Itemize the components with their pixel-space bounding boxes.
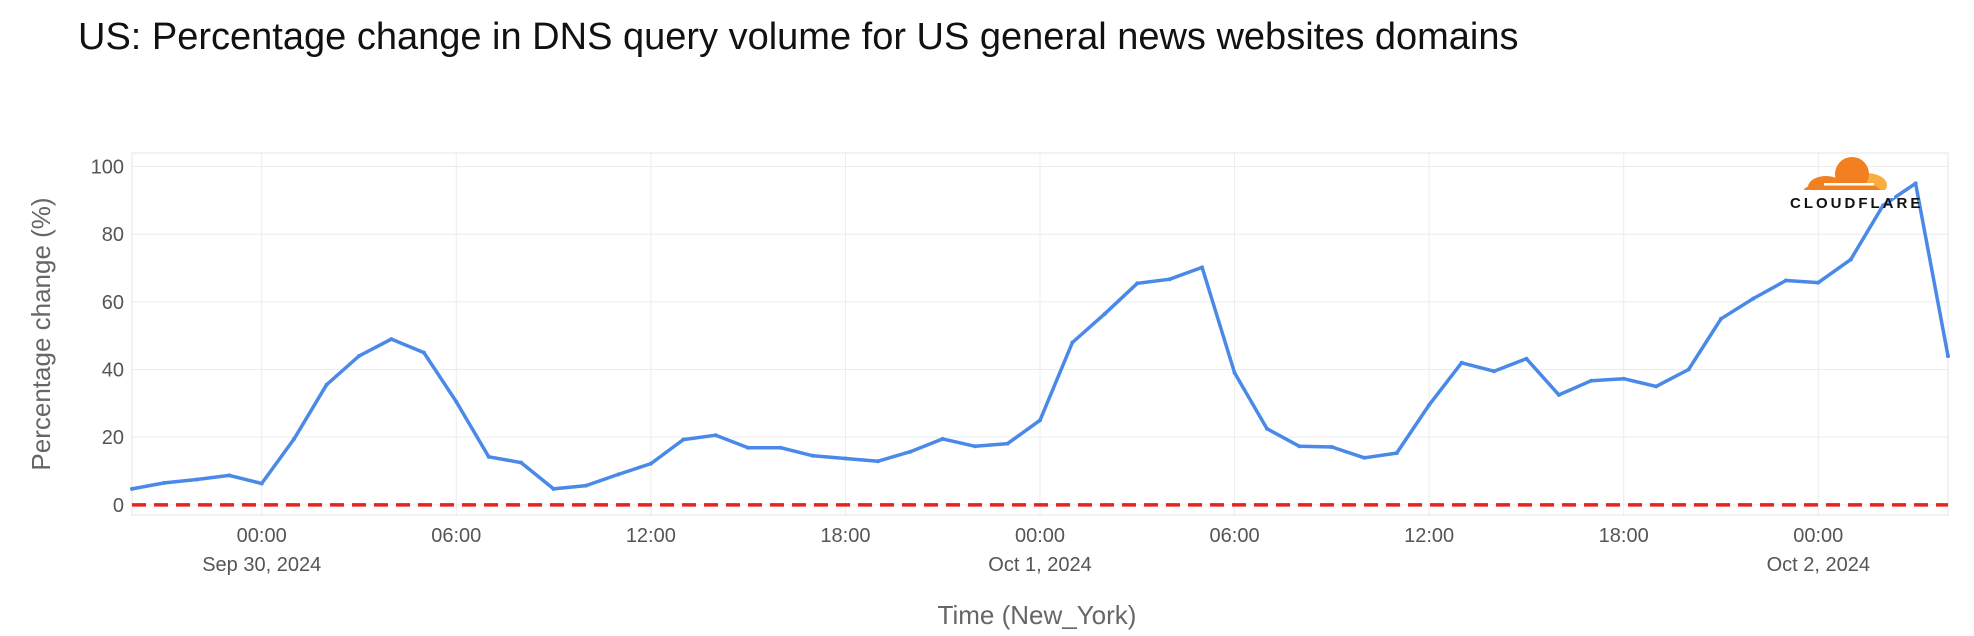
y-axis-title: Percentage change (%) <box>26 197 56 470</box>
data-point <box>1686 367 1691 372</box>
x-tick-label: 12:00 <box>1404 525 1454 547</box>
data-point <box>421 350 426 355</box>
data-point <box>648 461 653 466</box>
x-tick-label: 18:00 <box>1599 525 1649 547</box>
y-tick-label: 0 <box>113 495 124 517</box>
data-point <box>454 399 459 404</box>
y-tick-label: 40 <box>102 360 124 382</box>
y-tick-label: 80 <box>102 224 124 246</box>
data-point <box>227 473 232 478</box>
y-tick-label: 100 <box>91 157 124 179</box>
x-tick-date-label: Sep 30, 2024 <box>202 554 321 576</box>
data-point <box>194 477 199 482</box>
data-point <box>1719 316 1723 321</box>
data-point <box>162 480 167 485</box>
data-point <box>584 483 588 488</box>
data-point <box>875 459 880 464</box>
data-point <box>811 453 815 458</box>
data-point <box>1135 281 1140 286</box>
data-point <box>1751 296 1756 301</box>
x-tick-label: 00:00 <box>1793 525 1843 547</box>
data-point <box>1783 278 1788 283</box>
x-tick-label: 18:00 <box>820 525 870 547</box>
data-point <box>519 460 524 465</box>
data-point <box>1038 418 1042 423</box>
data-point <box>1459 360 1464 365</box>
data-point <box>681 437 686 442</box>
data-point <box>1492 369 1496 374</box>
data-point <box>1848 257 1853 262</box>
grid-lines <box>132 153 1948 515</box>
data-point <box>778 445 783 450</box>
data-point <box>486 454 491 459</box>
cloudflare-logo-icon: CLOUDFLARE <box>1790 157 1923 212</box>
data-point <box>292 436 297 441</box>
data-point <box>1394 451 1399 456</box>
y-tick-label: 60 <box>102 292 124 314</box>
data-points <box>130 181 1950 491</box>
data-point <box>1232 370 1237 375</box>
plot-border <box>131 152 1949 516</box>
data-point <box>1329 445 1334 449</box>
y-axis-ticks: 0 20 40 60 80 100 <box>91 157 124 517</box>
data-point <box>1362 455 1367 460</box>
data-point <box>324 382 329 387</box>
y-tick-label: 20 <box>102 427 124 449</box>
data-point <box>1913 181 1918 186</box>
data-point <box>1524 356 1529 361</box>
data-point <box>1881 203 1886 208</box>
x-axis-ticks: 00:00 Sep 30, 2024 06:00 12:00 18:00 00:00 Oct… <box>202 525 1870 576</box>
data-point <box>130 486 134 491</box>
data-point <box>1265 426 1269 431</box>
x-tick-label: 06:00 <box>431 525 481 547</box>
x-tick-date-label: Oct 1, 2024 <box>988 554 1091 576</box>
data-point <box>1167 277 1172 282</box>
data-point <box>1946 354 1950 358</box>
data-point <box>1427 403 1432 407</box>
data-point <box>1102 311 1107 316</box>
cloudflare-logo-text: CLOUDFLARE <box>1790 195 1923 212</box>
data-point <box>1070 340 1075 345</box>
data-point <box>1589 378 1594 383</box>
data-point <box>1297 444 1302 449</box>
data-point <box>616 472 621 477</box>
data-point <box>259 481 264 486</box>
x-tick-label: 12:00 <box>626 525 676 547</box>
data-point <box>1621 376 1626 381</box>
data-point <box>1816 280 1821 285</box>
data-point <box>746 445 751 450</box>
data-point <box>713 433 718 438</box>
x-tick-date-label: Oct 2, 2024 <box>1767 554 1870 576</box>
data-point <box>908 449 913 454</box>
chart-title: US: Percentage change in DNS query volum… <box>78 16 1519 58</box>
x-tick-label: 00:00 <box>1015 525 1065 547</box>
data-point <box>551 486 556 491</box>
data-point <box>940 436 945 441</box>
data-point <box>1005 441 1010 446</box>
data-point <box>1200 265 1205 270</box>
data-point <box>843 456 848 461</box>
data-point <box>1556 392 1561 397</box>
data-point <box>357 354 361 358</box>
x-tick-label: 06:00 <box>1210 525 1260 547</box>
x-axis-title: Time (New_York) <box>938 600 1137 630</box>
data-point <box>973 444 978 449</box>
data-point <box>1654 384 1659 389</box>
x-tick-label: 00:00 <box>237 525 287 547</box>
data-point <box>389 337 394 342</box>
